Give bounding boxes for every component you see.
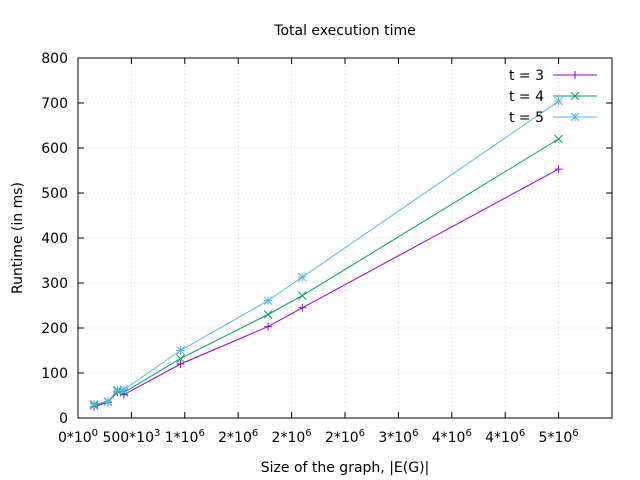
x-tick-label-base: 5*10 [539, 430, 573, 446]
legend-item: t = 5 [509, 110, 597, 126]
x-tick-label: 4*106 [432, 428, 472, 446]
chart-title: Total execution time [273, 23, 415, 39]
x-tick-label: 2*106 [272, 428, 312, 446]
x-axis-label: Size of the graph, |E(G)| [261, 460, 430, 476]
x-tick-label: 1*106 [165, 428, 205, 446]
legend-label: t = 5 [509, 110, 544, 126]
data-point [263, 310, 273, 319]
y-tick-label: 600 [41, 141, 68, 157]
grid [78, 58, 612, 418]
x-tick-label: 500*103 [102, 428, 160, 446]
y-tick-label: 800 [41, 51, 68, 67]
data-point [298, 303, 307, 312]
data-point [570, 91, 580, 101]
y-axis-label: Runtime (in ms) [10, 182, 26, 294]
data-point [103, 396, 113, 406]
x-tick-label-base: 1*10 [165, 430, 199, 446]
y-tick-label: 400 [41, 231, 68, 247]
x-tick-label-exponent: 3 [154, 428, 160, 439]
x-tick-label-base: 3*10 [378, 430, 412, 446]
x-tick-label: 3*106 [378, 428, 418, 446]
data-point [263, 296, 273, 305]
x-tick-label-exponent: 6 [252, 428, 258, 439]
x-tick-label-exponent: 6 [465, 428, 471, 439]
data-point [297, 291, 307, 300]
data-point [554, 134, 563, 144]
series-t-4 [89, 134, 563, 410]
series-line [93, 168, 559, 408]
x-tick-label-exponent: 6 [198, 428, 204, 439]
x-tick-label: 0*100 [58, 428, 98, 446]
x-tick-label-base: 4*10 [432, 430, 466, 446]
x-tick-label: 2*106 [325, 428, 365, 446]
series-group [89, 96, 563, 411]
x-tick-label-base: 4*10 [485, 430, 519, 446]
y-tick-label: 500 [41, 186, 68, 202]
data-point [264, 322, 273, 331]
x-tick-label-base: 2*10 [218, 430, 252, 446]
x-tick-label: 5*106 [539, 428, 579, 446]
data-point [89, 399, 99, 409]
y-tick-label: 200 [41, 321, 68, 337]
data-point [176, 354, 185, 363]
x-tick-label-exponent: 6 [412, 428, 418, 439]
legend: t = 3 t = 4 t = 5 [509, 68, 597, 126]
x-tick-label-exponent: 6 [519, 428, 525, 439]
x-tick-label-exponent: 6 [572, 428, 578, 439]
legend-item: t = 4 [509, 89, 597, 105]
x-tick-label: 4*106 [485, 428, 525, 446]
legend-label: t = 3 [509, 68, 544, 84]
x-tick-label-base: 500*10 [102, 430, 154, 446]
series-t-3 [90, 165, 563, 411]
y-tick-label: 700 [41, 96, 68, 112]
y-tick-label: 300 [41, 276, 68, 292]
data-point [554, 96, 563, 106]
series-t-5 [89, 96, 563, 409]
data-point [570, 112, 580, 122]
x-tick-label-exponent: 6 [305, 428, 311, 439]
y-tick-label: 0 [59, 411, 68, 427]
series-line [93, 138, 559, 406]
data-point [554, 165, 563, 174]
x-tick-label-base: 2*10 [272, 430, 306, 446]
data-point [176, 346, 185, 355]
data-point [297, 272, 307, 282]
x-tick-label-exponent: 0 [92, 428, 98, 439]
data-point [571, 71, 579, 79]
legend-label: t = 4 [509, 89, 544, 105]
x-tick-label-exponent: 6 [359, 428, 365, 439]
legend-item: t = 3 [509, 68, 597, 84]
data-point [176, 360, 185, 368]
y-tick-label: 100 [41, 366, 68, 382]
x-tick-label-base: 2*10 [325, 430, 359, 446]
x-tick-label-base: 0*10 [58, 430, 92, 446]
series-line [93, 100, 559, 405]
data-point [119, 385, 129, 395]
x-tick-label: 2*106 [218, 428, 258, 446]
